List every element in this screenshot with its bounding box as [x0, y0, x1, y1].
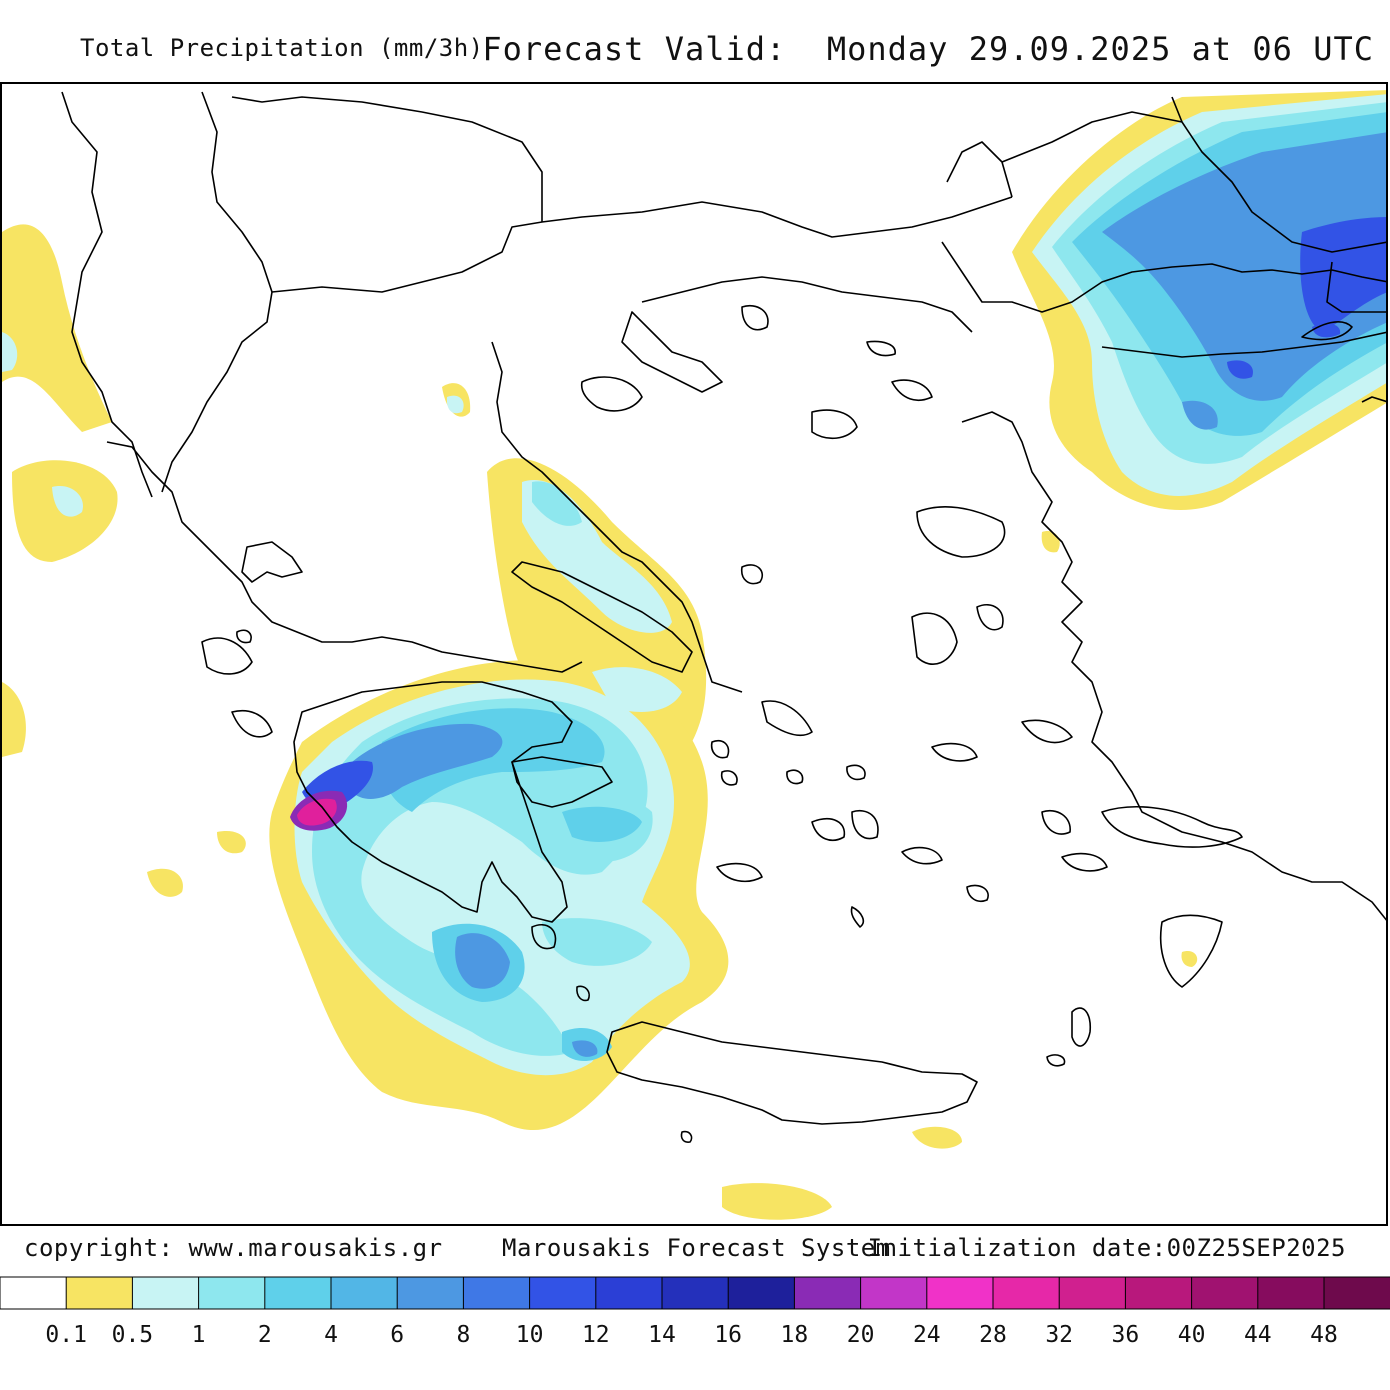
initialization-date: Initialization date:00Z25SEP2025: [867, 1234, 1346, 1262]
legend-label: 16: [714, 1322, 743, 1348]
legend-label: 14: [648, 1322, 676, 1348]
copyright-text: copyright: www.marousakis.gr: [24, 1234, 443, 1262]
legend-swatch: [793, 1276, 862, 1310]
legend-swatch: [396, 1276, 465, 1310]
legend-label: 0.1: [45, 1322, 87, 1348]
legend-label: 48: [1310, 1322, 1338, 1348]
legend-label: 20: [846, 1322, 875, 1348]
legend-label: 10: [515, 1322, 544, 1348]
legend-swatch: [1257, 1276, 1326, 1310]
legend-swatch: [65, 1276, 134, 1310]
forecast-valid-time: Forecast Valid: Monday 29.09.2025 at 06 …: [482, 30, 1374, 68]
legend-label: 18: [780, 1322, 809, 1348]
legend-swatch: [992, 1276, 1061, 1310]
legend-swatch: [0, 1276, 68, 1310]
color-legend-bar: [0, 1276, 1390, 1310]
legend-swatch: [264, 1276, 332, 1310]
legend-swatch: [926, 1276, 994, 1310]
legend-label: 28: [979, 1322, 1007, 1348]
legend-swatch: [1323, 1276, 1390, 1310]
system-name: Marousakis Forecast System: [502, 1234, 891, 1262]
legend-swatch: [1191, 1276, 1259, 1310]
legend-swatch: [462, 1276, 531, 1310]
precip-field-blue: [352, 132, 1386, 1057]
legend-swatch: [131, 1276, 200, 1310]
coastlines-borders: [61, 91, 1386, 1143]
legend-label: 40: [1177, 1322, 1206, 1348]
legend-label: 24: [912, 1322, 941, 1348]
precipitation-map: [0, 82, 1388, 1226]
legend-label: 32: [1045, 1322, 1074, 1348]
legend-swatch: [595, 1276, 663, 1310]
legend-swatch: [529, 1276, 597, 1310]
legend-swatch: [1058, 1276, 1127, 1310]
color-legend-labels: 0.1 0.5 1 2 4 6 8 10 12 14 16 18 20 24 28 32 36 40 44 48: [0, 1322, 1390, 1352]
legend-label: 4: [324, 1322, 338, 1348]
legend-label: 6: [390, 1322, 405, 1348]
legend-swatch: [1124, 1276, 1193, 1310]
legend-label: 2: [257, 1322, 272, 1348]
legend-swatch: [198, 1276, 266, 1310]
legend-swatch: [330, 1276, 399, 1310]
legend-swatch: [860, 1276, 928, 1310]
legend-label: 44: [1243, 1322, 1272, 1348]
legend-label: 36: [1111, 1322, 1140, 1348]
legend-swatch: [661, 1276, 730, 1310]
legend-label: 12: [581, 1322, 610, 1348]
legend-label: 8: [456, 1322, 471, 1348]
legend-label: 1: [191, 1322, 206, 1348]
map-title: Total Precipitation (mm/3h): [80, 34, 484, 62]
legend-label: 0.5: [111, 1322, 154, 1348]
legend-swatch: [727, 1276, 796, 1310]
